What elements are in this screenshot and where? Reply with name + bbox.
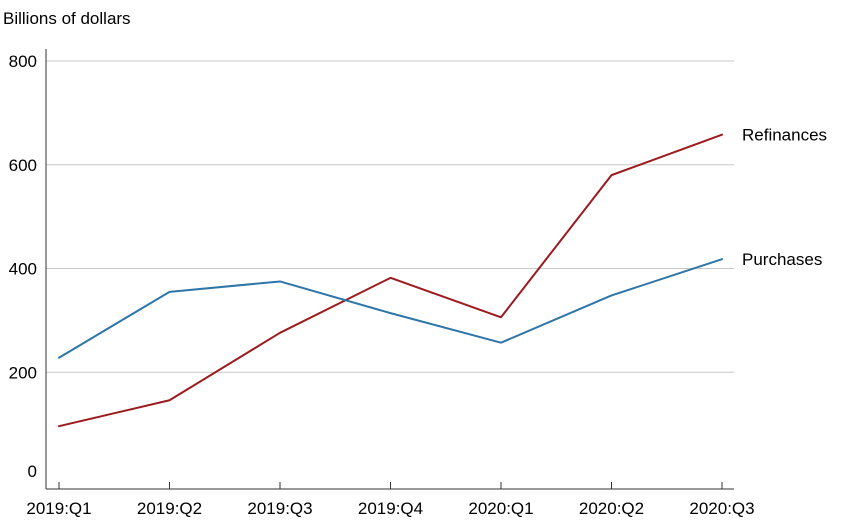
x-tick-label: 2020:Q1 (468, 499, 533, 518)
y-tick-label: 600 (9, 156, 37, 175)
x-tick-label: 2019:Q4 (358, 499, 423, 518)
y-axis-title: Billions of dollars (3, 9, 131, 28)
x-tick-label: 2020:Q3 (689, 499, 754, 518)
series-line-purchases (58, 258, 723, 359)
y-tick-labels: 0 200 400 600 800 (9, 52, 37, 481)
series-label-refinances: Refinances (742, 126, 827, 145)
series-label-purchases: Purchases (742, 250, 822, 269)
gridlines (46, 60, 734, 373)
x-tick-label: 2020:Q2 (579, 499, 644, 518)
series-line-refinances (58, 133, 723, 428)
x-tick-label: 2019:Q2 (137, 499, 202, 518)
y-tick-label: 200 (9, 363, 37, 382)
x-tick-labels: 2019:Q1 2019:Q2 2019:Q3 2019:Q4 2020:Q1 2020:… (26, 499, 754, 518)
y-tick-label: 400 (9, 260, 37, 279)
x-tick-label: 2019:Q1 (26, 499, 91, 518)
y-tick-label: 800 (9, 52, 37, 71)
axes (45, 49, 734, 490)
x-tick-label: 2019:Q3 (247, 499, 312, 518)
y-tick-label: 0 (28, 462, 37, 481)
series-lines (58, 133, 723, 428)
series-labels: Refinances Purchases (742, 126, 827, 270)
